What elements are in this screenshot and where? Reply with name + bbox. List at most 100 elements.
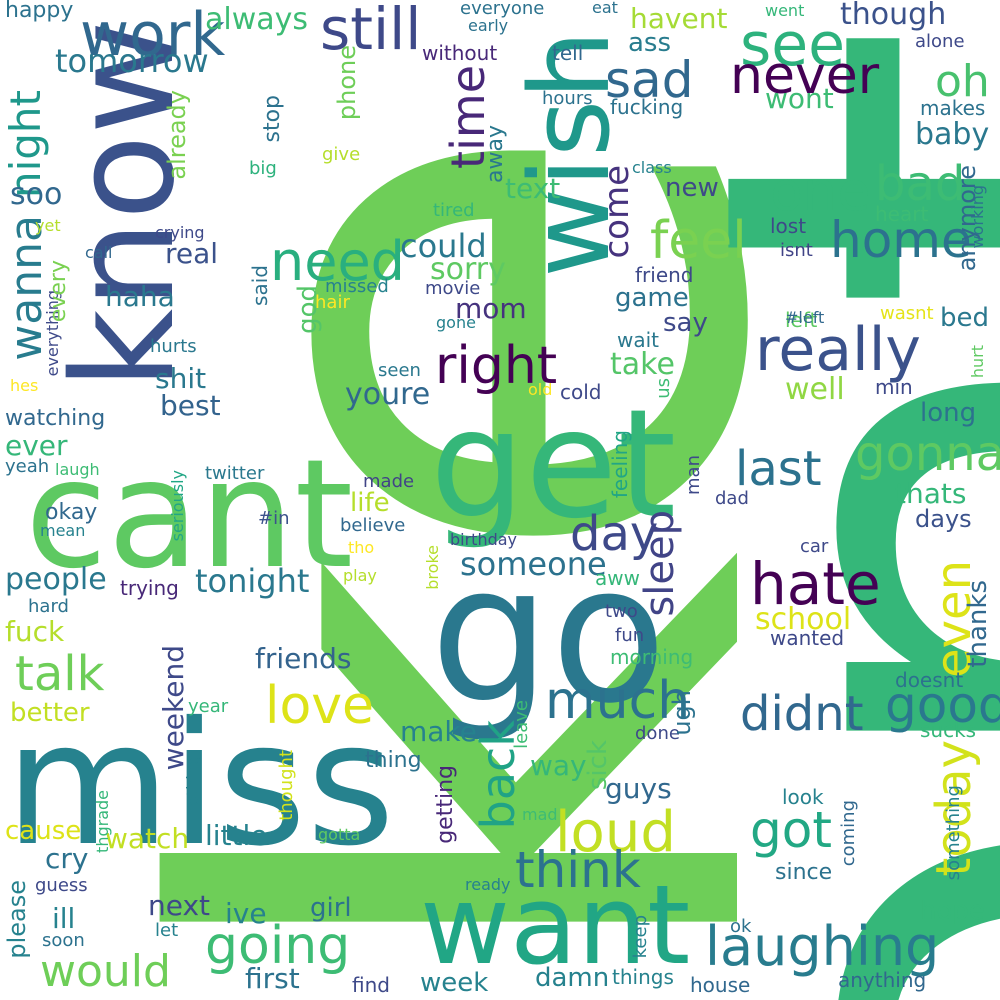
word-havent: havent [630,2,728,35]
word-say: say [663,308,708,338]
word-got: got [750,801,832,859]
word-sleep: sleep [637,510,683,617]
word-days: days [915,505,972,533]
word-see: see [740,10,846,80]
word-friend: friend [635,263,694,287]
word-good: good [885,676,1000,734]
word-always: always [205,2,309,37]
word-make: make [400,715,477,748]
word-without: without [422,41,498,65]
word-mad: mad [522,805,558,824]
word-still: still [320,0,422,63]
word-sad: sad [605,51,694,109]
word-tomorrow: tomorrow [55,42,209,80]
word-cry: cry [45,842,89,875]
word-done: done [635,723,680,744]
word-haha: haha [105,280,175,313]
word-car: car [800,536,829,557]
word-working: working [968,185,987,249]
word-find: find [352,973,390,997]
word-missed: missed [325,276,389,297]
word-thought: thought [276,750,297,821]
word-never: never [730,46,880,106]
word-think: think [515,841,641,899]
word-phone: phone [333,45,361,121]
word-soon: soon [42,930,85,951]
word-early: early [468,16,509,35]
word-didnt: didnt [740,686,864,742]
word-get: get [430,378,677,552]
word-coming: coming [838,800,859,867]
word-alone: alone [915,31,965,52]
word-stop: stop [260,95,285,143]
word-min: min [875,375,913,399]
word-said: said [248,265,272,306]
word-would: would [40,946,171,997]
word-love: love [265,676,375,736]
word-cause: cause [5,816,82,846]
word-in: #in [258,508,290,529]
word-thats: thats [895,477,967,510]
word-first: first [245,962,300,995]
word-miss: miss [5,686,395,884]
word-look: look [782,785,824,809]
word-away: away [483,125,508,183]
word-long: long [920,398,977,428]
word-class: class [632,158,672,177]
word-dad: dad [715,488,749,509]
word-eat: eat [592,0,618,17]
word-watch: watch [105,822,190,855]
word-going: going [205,916,351,976]
word-could: could [400,227,487,265]
word-hair: hair [315,292,350,313]
word-friends: friends [255,642,352,675]
word-cold: cold [560,380,602,404]
word-much: much [545,671,691,731]
word-one: one [770,160,871,223]
word-year: year [188,696,229,717]
word-fucking: fucking [610,95,684,119]
word-happy: happy [5,0,74,23]
word-someone: someone [460,545,607,583]
word-thanks: thanks [963,580,993,668]
word-week: week [420,968,489,998]
word-ill: ill [52,902,76,935]
word-ever: ever [5,429,68,462]
word-next: next [148,889,211,922]
word-want: want [420,861,691,989]
word-gonna: gonna [855,426,1000,482]
word-man: man [683,455,704,495]
word-yeah: yeah [5,456,50,477]
word-really: really [755,315,921,385]
word-feeling: feeling [608,430,632,499]
word-broke: broke [423,545,442,590]
word-morning: morning [610,645,694,669]
word-seen: seen [378,360,421,381]
word-okay: okay [45,500,98,525]
word-play: play [343,566,377,585]
word-makes: makes [920,96,986,120]
word-things: things [612,965,674,989]
word-girl: girl [310,893,352,923]
word-talk: talk [15,646,105,702]
word-sucks: sucks [920,718,977,742]
word-wasnt: wasnt [880,303,934,324]
word-left: left [785,308,818,332]
word-text: text [505,172,561,205]
word-anything: anything [838,968,927,992]
word-better: better [10,698,90,728]
word-soo: soo [10,177,63,212]
word-doesnt: doesnt [895,668,964,692]
word-come: come [597,165,637,259]
word-laugh: laugh [55,460,100,479]
word-ok: ok [730,916,752,937]
word-trying: trying [120,576,179,600]
word-leave: leave [511,700,532,749]
word-made: made [363,471,415,492]
word-movie: movie [425,278,481,299]
word-hurts: hurts [150,336,197,357]
word-tonight: tonight [195,562,310,600]
word-every: every [46,260,71,323]
word-keep: keep [630,915,651,959]
